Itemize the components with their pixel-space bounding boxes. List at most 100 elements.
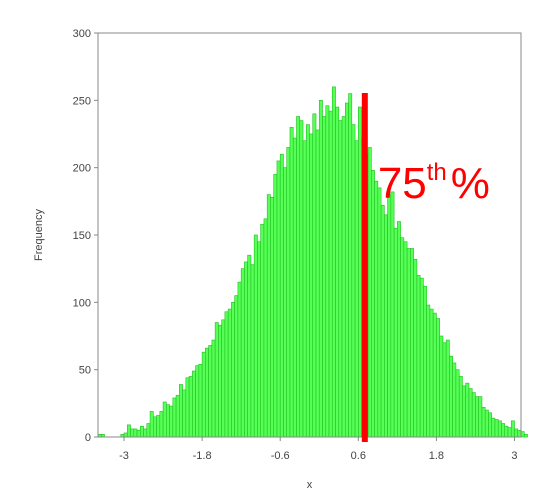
- histogram-bar: [302, 140, 307, 438]
- histogram-bar: [266, 194, 271, 438]
- histogram-bar: [328, 110, 333, 438]
- histogram-bar: [227, 308, 232, 438]
- histogram-bar: [130, 428, 135, 438]
- histogram-bar: [471, 392, 476, 438]
- histogram-bar: [331, 86, 336, 438]
- histogram-bar: [149, 411, 154, 438]
- histogram-bar: [468, 388, 473, 438]
- y-axis-ticks: 0 50 100 150 200 250 300: [73, 28, 98, 444]
- histogram-bar: [449, 355, 453, 438]
- x-tick-label: -3: [119, 450, 129, 462]
- histogram-bar: [377, 187, 382, 438]
- histogram-bar: [344, 102, 349, 438]
- histogram-bar: [416, 275, 421, 438]
- histogram-bar: [436, 318, 440, 438]
- histogram-bars: [97, 86, 528, 438]
- histogram-bar: [387, 194, 392, 438]
- histogram-bar: [481, 407, 486, 438]
- histogram-bar: [260, 223, 265, 438]
- histogram-bar: [445, 339, 450, 438]
- histogram-bar: [221, 319, 226, 438]
- histogram-bar: [358, 106, 362, 438]
- histogram-bar: [195, 365, 200, 438]
- y-tick-label: 50: [79, 365, 91, 377]
- histogram-bar: [325, 105, 330, 438]
- histogram-bar: [299, 120, 304, 438]
- plot-frame: [97, 32, 522, 438]
- histogram-bar: [403, 241, 408, 438]
- histogram-bar: [475, 396, 480, 438]
- histogram-bar: [397, 221, 401, 438]
- histogram-bar: [192, 370, 196, 438]
- y-tick-label: 0: [85, 432, 91, 444]
- x-tick-label: -0.6: [271, 450, 290, 462]
- histogram-bar: [491, 417, 496, 438]
- histogram-bar: [218, 324, 222, 438]
- histogram-bar: [208, 345, 213, 438]
- histogram-bar: [462, 385, 466, 438]
- histogram-bar: [348, 93, 353, 438]
- histogram-bar: [410, 248, 414, 438]
- histogram-bar: [240, 268, 245, 438]
- percentile-label: 75th%: [378, 159, 490, 208]
- histogram-bar: [234, 295, 239, 438]
- histogram-bar: [136, 429, 141, 438]
- histogram-bar: [504, 425, 509, 438]
- x-tick-label: 0.6: [351, 450, 366, 462]
- histogram-bar: [393, 227, 398, 438]
- histogram-bar: [494, 419, 499, 438]
- y-tick-label: 100: [73, 297, 91, 309]
- histogram-bar: [413, 258, 418, 438]
- histogram-bar: [146, 423, 151, 438]
- histogram-bar: [172, 397, 177, 438]
- histogram-bar: [126, 424, 131, 438]
- y-tick-label: 300: [73, 28, 91, 40]
- histogram-bar: [309, 133, 314, 438]
- histogram-bar: [374, 180, 379, 438]
- histogram-bar: [465, 382, 470, 438]
- histogram-bar: [175, 394, 180, 438]
- histogram-bar: [406, 248, 411, 438]
- histogram-bar: [426, 304, 431, 438]
- histogram-bar: [315, 129, 320, 438]
- histogram-bar: [270, 196, 275, 438]
- histogram-bar: [322, 116, 327, 438]
- histogram-bar: [367, 147, 372, 438]
- histogram-bar: [442, 342, 447, 438]
- y-tick-label: 150: [73, 230, 91, 242]
- histogram-bar: [156, 415, 161, 438]
- histogram-bar: [452, 362, 457, 438]
- percentile-label-superscript: th: [427, 159, 447, 186]
- x-axis-label: x: [307, 479, 313, 491]
- histogram-bar: [140, 425, 144, 438]
- histogram-bar: [224, 311, 229, 438]
- histogram-bar: [169, 405, 174, 438]
- histogram-bar: [247, 254, 252, 438]
- histogram-bar: [263, 218, 268, 438]
- x-axis-ticks: -3 -1.8 -0.6 0.6 1.8 3: [119, 437, 518, 462]
- histogram-bar: [351, 124, 356, 438]
- histogram-bar: [455, 369, 460, 438]
- histogram-bar: [484, 409, 489, 438]
- histogram-bar: [296, 116, 301, 438]
- histogram-bar: [429, 308, 434, 438]
- histogram-bar: [478, 396, 483, 438]
- histogram-bar: [250, 264, 255, 438]
- histogram-bar: [497, 420, 502, 438]
- histogram-bar: [153, 416, 157, 438]
- histogram-bar: [283, 167, 288, 438]
- y-axis-label: Frequency: [33, 209, 45, 261]
- histogram-bar: [185, 377, 190, 438]
- percentile-label-number: 75: [378, 159, 427, 208]
- histogram-bar: [318, 100, 323, 438]
- histogram-bar: [179, 384, 183, 438]
- histogram-bar: [286, 147, 291, 438]
- histogram-bar: [123, 432, 128, 438]
- histogram-bar: [458, 376, 463, 438]
- histogram-bar: [279, 153, 284, 438]
- histogram-bar: [257, 241, 261, 438]
- histogram-bar: [237, 281, 242, 438]
- histogram-bar: [188, 376, 193, 438]
- histogram-bar: [514, 428, 519, 438]
